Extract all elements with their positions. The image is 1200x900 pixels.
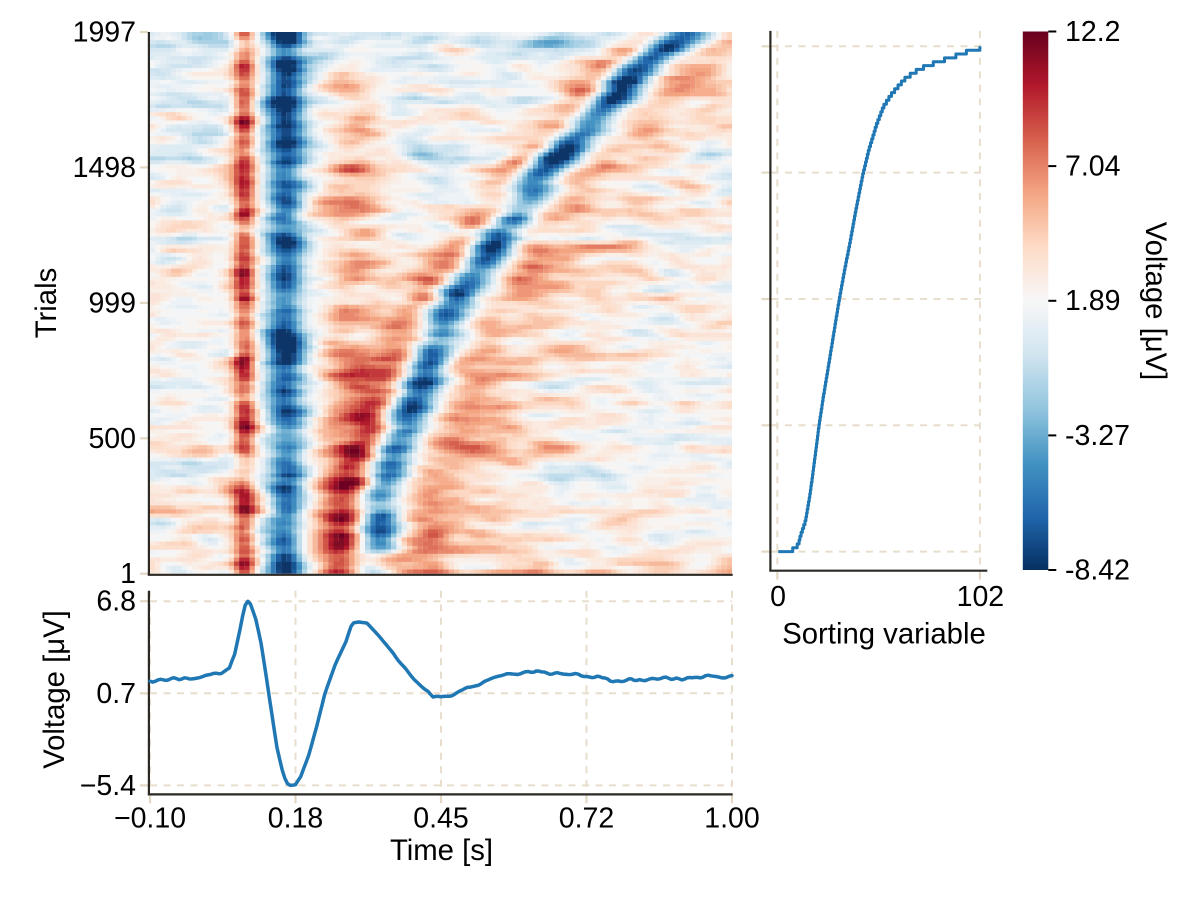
svg-text:500: 500: [88, 423, 136, 455]
svg-text:12.2: 12.2: [1065, 16, 1120, 48]
svg-text:0.45: 0.45: [413, 803, 468, 835]
svg-text:1498: 1498: [73, 152, 136, 184]
svg-text:Trials: Trials: [30, 268, 63, 339]
svg-text:0.18: 0.18: [268, 803, 323, 835]
svg-text:1.89: 1.89: [1065, 285, 1120, 317]
svg-text:6.8: 6.8: [96, 586, 136, 618]
svg-text:7.04: 7.04: [1065, 151, 1121, 183]
svg-text:Voltage [μV]: Voltage [μV]: [1139, 222, 1172, 381]
svg-text:Time [s]: Time [s]: [390, 834, 493, 867]
svg-text:999: 999: [88, 287, 136, 319]
svg-text:1: 1: [120, 558, 136, 590]
svg-text:−5.4: −5.4: [80, 770, 136, 802]
svg-text:Voltage [μV]: Voltage [μV]: [38, 610, 71, 769]
svg-text:0.7: 0.7: [96, 678, 136, 710]
svg-text:−0.10: −0.10: [114, 803, 186, 835]
svg-text:Sorting variable: Sorting variable: [782, 617, 986, 650]
svg-text:1997: 1997: [73, 17, 136, 49]
svg-text:-8.42: -8.42: [1065, 555, 1130, 587]
svg-text:1.00: 1.00: [704, 803, 759, 835]
svg-text:0.72: 0.72: [559, 803, 614, 835]
svg-text:-3.27: -3.27: [1065, 420, 1130, 452]
svg-text:0: 0: [770, 581, 786, 613]
svg-text:102: 102: [957, 581, 1005, 613]
